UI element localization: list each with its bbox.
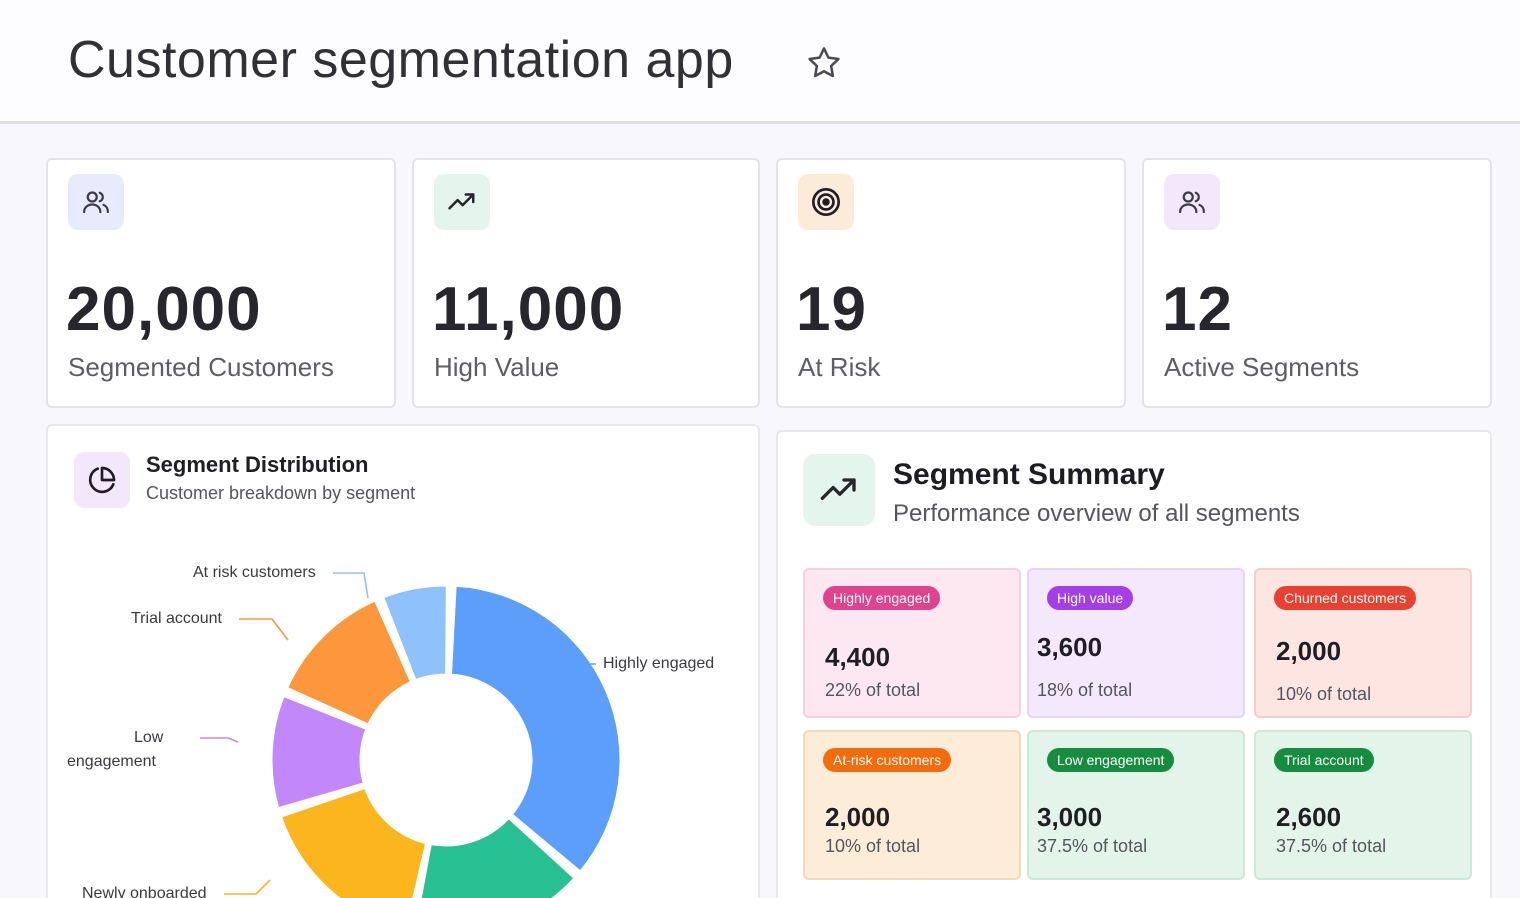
segment-badge: Churned customers (1274, 586, 1417, 610)
users-icon (1164, 174, 1220, 230)
segment-card-churned-customers[interactable]: Churned customers 2,000 10% of total (1254, 568, 1472, 718)
donut-slice-highly-engaged[interactable] (448, 583, 623, 875)
segment-percent: 10% of total (1276, 684, 1372, 704)
page-header: Customer segmentation app (0, 0, 1520, 124)
donut-slice-low-engagement[interactable] (269, 693, 369, 811)
target-icon (798, 174, 854, 230)
panel-title: Segment Summary (893, 458, 1165, 491)
stat-label: Active Segments (1164, 352, 1360, 382)
label-at-risk-customers: At risk customers (193, 564, 316, 581)
label-newly-onboarded: Newly onboarded (82, 885, 207, 898)
stat-value: 11,000 (432, 275, 625, 344)
panel-subtitle: Performance overview of all segments (893, 500, 1300, 527)
star-icon[interactable] (805, 44, 843, 82)
label-highly-engaged: Highly engaged (603, 655, 714, 672)
stat-label: At Risk (798, 352, 881, 382)
users-icon (68, 174, 124, 230)
segment-card-low-engagement[interactable]: Low engagement 3,000 37.5% of total (1027, 730, 1245, 880)
pie-chart-icon (74, 452, 130, 508)
segment-percent: 18% of total (1037, 680, 1133, 700)
segment-percent: 10% of total (825, 836, 921, 856)
stat-card-at-risk[interactable]: 19 At Risk (776, 158, 1126, 408)
segment-value: 2,000 (1276, 636, 1342, 666)
segment-donut-chart: At risk customers Trial account Highly e… (67, 564, 714, 898)
trending-up-icon (803, 454, 875, 526)
donut-slice-trial-account[interactable] (284, 597, 414, 728)
stat-label: High Value (434, 352, 560, 382)
segment-percent: 37.5% of total (1276, 836, 1387, 856)
leader-at-risk-customers (333, 572, 369, 599)
label-low: Low (134, 729, 164, 746)
panel-title: Segment Distribution (146, 452, 369, 477)
leader-low-engagement (200, 737, 239, 743)
page-title: Customer segmentation app (68, 31, 734, 89)
leader-highly-engaged (549, 663, 596, 677)
stat-value: 12 (1162, 275, 1233, 344)
label-engagement: engagement (67, 753, 157, 770)
donut-slice-newly-onboarded[interactable] (278, 785, 429, 898)
segment-badge: Trial account (1274, 748, 1374, 772)
segment-card-highly-engaged[interactable]: Highly engaged 4,400 22% of total (803, 568, 1021, 718)
segment-badge: Low engagement (1047, 748, 1175, 772)
segment-value: 3,600 (1037, 632, 1103, 662)
stat-value: 20,000 (66, 275, 262, 344)
segment-card-high-value[interactable]: High value 3,600 18% of total (1027, 568, 1245, 718)
stat-value: 19 (796, 275, 867, 344)
stat-label: Segmented Customers (68, 352, 334, 382)
segment-badge: At-risk customers (823, 748, 952, 772)
segment-badge: Highly engaged (823, 586, 941, 610)
segment-percent: 22% of total (825, 680, 921, 700)
leader-trial-account (239, 618, 289, 641)
donut-slice-at-risk-customers[interactable] (380, 583, 449, 683)
trending-up-icon (434, 174, 490, 230)
segment-distribution-panel: Segment Distribution Customer breakdown … (46, 424, 760, 898)
segment-value: 4,400 (825, 642, 891, 672)
stat-card-segmented-customers[interactable]: 20,000 Segmented Customers (46, 158, 396, 408)
segment-summary-panel: Segment Summary Performance overview of … (776, 430, 1492, 898)
segment-card-trial-account[interactable]: Trial account 2,600 37.5% of total (1254, 730, 1472, 880)
segment-value: 3,000 (1037, 802, 1103, 832)
donut-slice-churned-customers[interactable] (414, 815, 578, 898)
segment-value: 2,000 (825, 802, 891, 832)
leader-newly-onboarded (224, 879, 271, 895)
stat-card-high-value[interactable]: 11,000 High Value (412, 158, 760, 408)
segment-value: 2,600 (1276, 802, 1342, 832)
segment-percent: 37.5% of total (1037, 836, 1148, 856)
stat-card-active-segments[interactable]: 12 Active Segments (1142, 158, 1492, 408)
segment-badge: High value (1047, 586, 1134, 610)
panel-subtitle: Customer breakdown by segment (146, 483, 416, 503)
label-trial-account: Trial account (131, 610, 223, 627)
segment-card-at-risk-customers[interactable]: At-risk customers 2,000 10% of total (803, 730, 1021, 880)
